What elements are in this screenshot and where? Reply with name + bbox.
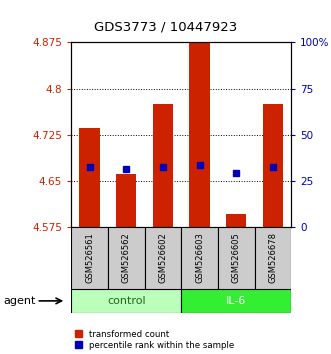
Text: GSM526603: GSM526603	[195, 232, 204, 283]
Text: GSM526678: GSM526678	[268, 232, 277, 283]
Bar	[71, 289, 181, 313]
Text: GSM526602: GSM526602	[158, 232, 167, 283]
Bar	[255, 227, 291, 289]
Bar	[71, 227, 108, 289]
Text: IL-6: IL-6	[226, 296, 246, 306]
Bar	[189, 30, 210, 227]
Bar	[218, 227, 255, 289]
Bar	[153, 104, 173, 227]
Legend: transformed count, percentile rank within the sample: transformed count, percentile rank withi…	[75, 330, 234, 350]
Bar	[226, 214, 246, 227]
Bar	[116, 175, 136, 227]
Bar	[263, 104, 283, 227]
Text: GDS3773 / 10447923: GDS3773 / 10447923	[94, 21, 237, 34]
Bar	[181, 227, 218, 289]
Bar	[108, 227, 145, 289]
Text: GSM526562: GSM526562	[122, 232, 131, 283]
Bar	[181, 289, 291, 313]
Text: control: control	[107, 296, 146, 306]
Text: GSM526605: GSM526605	[232, 232, 241, 283]
Text: GSM526561: GSM526561	[85, 232, 94, 283]
Bar	[145, 227, 181, 289]
Text: agent: agent	[3, 296, 36, 306]
Bar	[79, 129, 100, 227]
